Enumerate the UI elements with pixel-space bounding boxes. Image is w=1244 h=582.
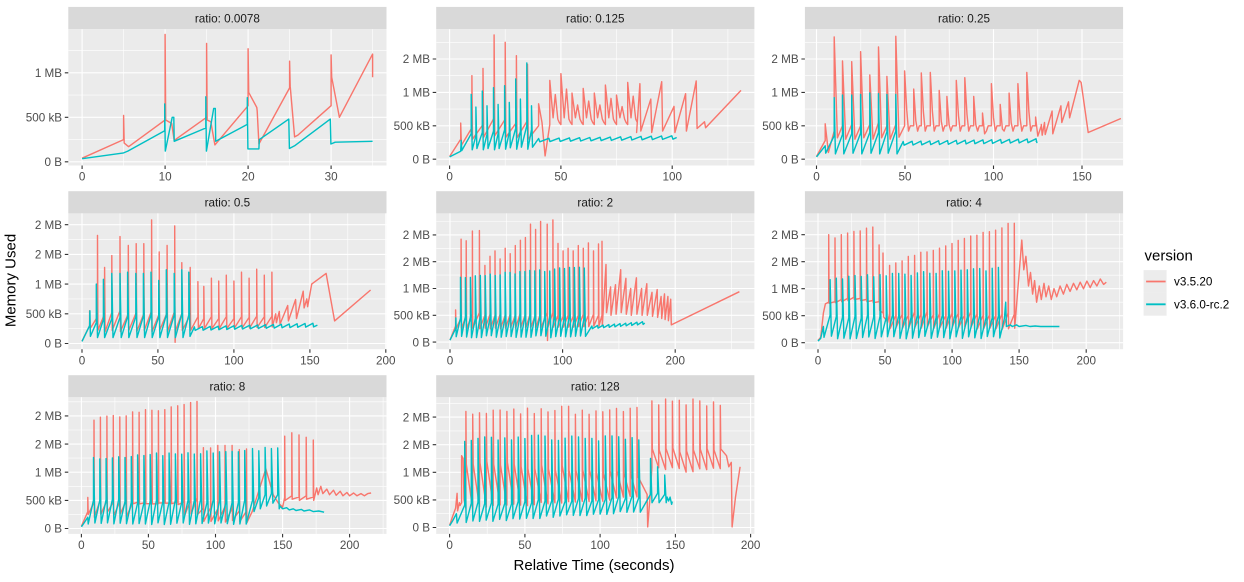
svg-text:0: 0 (813, 171, 820, 184)
svg-text:0 B: 0 B (45, 523, 63, 536)
svg-text:1 MB: 1 MB (403, 467, 430, 480)
svg-text:ratio: 2: ratio: 2 (577, 197, 613, 210)
svg-text:2 MB: 2 MB (403, 411, 430, 424)
svg-text:500 kB: 500 kB (394, 494, 431, 507)
svg-text:2 MB: 2 MB (403, 439, 430, 452)
svg-text:100: 100 (590, 539, 610, 552)
svg-text:2 MB: 2 MB (35, 249, 62, 262)
svg-text:100: 100 (224, 354, 244, 367)
svg-text:2 MB: 2 MB (35, 219, 62, 232)
svg-text:0: 0 (79, 171, 86, 184)
svg-text:2 MB: 2 MB (35, 410, 62, 423)
svg-text:2 MB: 2 MB (771, 53, 798, 66)
svg-text:150: 150 (1072, 171, 1092, 184)
svg-text:500 kB: 500 kB (394, 120, 431, 133)
svg-text:500 kB: 500 kB (26, 495, 63, 508)
svg-text:v3.6.0-rc.2: v3.6.0-rc.2 (1174, 298, 1229, 311)
svg-text:0: 0 (78, 539, 85, 552)
svg-text:ratio: 0.125: ratio: 0.125 (566, 12, 625, 25)
svg-text:ratio: 8: ratio: 8 (210, 380, 246, 393)
svg-text:0 B: 0 B (781, 337, 799, 350)
svg-text:150: 150 (1009, 354, 1029, 367)
svg-text:500 kB: 500 kB (762, 120, 799, 133)
svg-text:ratio: 128: ratio: 128 (571, 380, 620, 393)
svg-text:30: 30 (325, 171, 339, 184)
svg-text:50: 50 (878, 354, 892, 367)
svg-text:0: 0 (447, 354, 454, 367)
svg-text:500 kB: 500 kB (26, 112, 63, 125)
svg-text:100: 100 (942, 354, 962, 367)
svg-text:1 MB: 1 MB (403, 87, 430, 100)
svg-text:0 B: 0 B (412, 336, 430, 349)
svg-text:1 MB: 1 MB (771, 87, 798, 100)
svg-text:0 B: 0 B (45, 338, 63, 351)
svg-text:1 MB: 1 MB (403, 283, 430, 296)
svg-text:150: 150 (666, 539, 686, 552)
svg-text:0: 0 (446, 539, 453, 552)
svg-text:0 B: 0 B (412, 153, 430, 166)
svg-text:500 kB: 500 kB (762, 310, 799, 323)
svg-text:0: 0 (815, 354, 822, 367)
svg-text:150: 150 (300, 354, 320, 367)
svg-text:2 MB: 2 MB (403, 53, 430, 66)
svg-text:ratio: 0.25: ratio: 0.25 (938, 12, 990, 25)
svg-text:0: 0 (79, 354, 86, 367)
svg-text:1 MB: 1 MB (35, 278, 62, 291)
svg-text:2 MB: 2 MB (403, 229, 430, 242)
svg-text:0 B: 0 B (781, 153, 799, 166)
svg-text:200: 200 (340, 539, 360, 552)
svg-text:20: 20 (242, 171, 256, 184)
svg-text:50: 50 (554, 171, 568, 184)
svg-text:200: 200 (665, 354, 685, 367)
svg-text:50: 50 (151, 354, 165, 367)
svg-text:ratio: 4: ratio: 4 (946, 197, 982, 210)
svg-text:version: version (1145, 248, 1193, 265)
svg-text:2 MB: 2 MB (403, 256, 430, 269)
svg-text:10: 10 (159, 171, 173, 184)
svg-text:Relative Time (seconds): Relative Time (seconds) (514, 557, 675, 574)
svg-text:500 kB: 500 kB (394, 310, 431, 323)
svg-text:100: 100 (206, 539, 226, 552)
svg-text:100: 100 (553, 354, 573, 367)
svg-text:2 MB: 2 MB (771, 229, 798, 242)
svg-text:0 B: 0 B (412, 522, 430, 535)
svg-text:500 kB: 500 kB (26, 308, 63, 321)
svg-text:50: 50 (898, 171, 912, 184)
svg-text:200: 200 (376, 354, 396, 367)
svg-text:100: 100 (662, 171, 682, 184)
svg-text:0 B: 0 B (45, 156, 63, 169)
svg-text:v3.5.20: v3.5.20 (1174, 276, 1213, 289)
svg-text:100: 100 (984, 171, 1004, 184)
svg-text:ratio: 0.0078: ratio: 0.0078 (195, 12, 260, 25)
svg-text:0: 0 (446, 171, 453, 184)
svg-text:1 MB: 1 MB (35, 466, 62, 479)
svg-text:2 MB: 2 MB (771, 256, 798, 269)
svg-text:50: 50 (518, 539, 532, 552)
svg-text:2 MB: 2 MB (35, 438, 62, 451)
svg-text:50: 50 (142, 539, 156, 552)
svg-text:1 MB: 1 MB (771, 283, 798, 296)
svg-text:200: 200 (1076, 354, 1096, 367)
svg-text:Memory Used: Memory Used (3, 234, 20, 327)
svg-text:150: 150 (273, 539, 293, 552)
svg-text:1 MB: 1 MB (35, 67, 62, 80)
svg-text:200: 200 (741, 539, 761, 552)
svg-text:ratio: 0.5: ratio: 0.5 (205, 197, 251, 210)
